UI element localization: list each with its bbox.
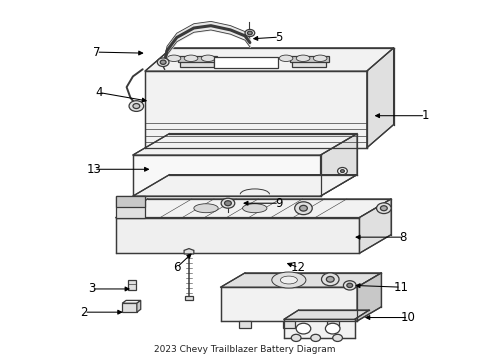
Circle shape (325, 323, 340, 334)
Polygon shape (220, 287, 357, 321)
Circle shape (311, 334, 320, 342)
Text: 11: 11 (393, 281, 408, 294)
Ellipse shape (296, 55, 310, 62)
Bar (185, 296, 194, 300)
Polygon shape (116, 217, 360, 253)
Polygon shape (367, 48, 393, 148)
Circle shape (157, 58, 169, 67)
Polygon shape (122, 303, 137, 312)
Circle shape (343, 281, 356, 290)
Text: 8: 8 (400, 231, 407, 244)
Polygon shape (360, 199, 391, 253)
Ellipse shape (167, 55, 181, 62)
Bar (178, 56, 217, 62)
Polygon shape (284, 310, 369, 319)
Ellipse shape (243, 204, 267, 213)
Bar (292, 59, 326, 67)
Circle shape (247, 31, 252, 35)
Bar (283, 321, 294, 328)
Circle shape (160, 60, 166, 64)
Circle shape (376, 203, 391, 213)
Text: 4: 4 (95, 86, 102, 99)
Ellipse shape (279, 55, 293, 62)
Text: 1: 1 (421, 109, 429, 122)
Polygon shape (116, 196, 145, 217)
Circle shape (133, 104, 140, 109)
Polygon shape (357, 273, 381, 321)
Bar (290, 56, 329, 62)
Text: 3: 3 (88, 283, 95, 296)
Ellipse shape (194, 204, 218, 213)
Circle shape (341, 170, 344, 172)
Polygon shape (284, 319, 355, 338)
Ellipse shape (184, 55, 198, 62)
Ellipse shape (313, 55, 327, 62)
Polygon shape (145, 71, 367, 148)
Text: 7: 7 (93, 46, 100, 59)
Polygon shape (116, 196, 145, 207)
Circle shape (333, 334, 343, 342)
Polygon shape (133, 175, 357, 196)
Ellipse shape (201, 55, 215, 62)
Polygon shape (320, 134, 357, 196)
Bar (214, 57, 278, 68)
Bar (327, 321, 339, 328)
Circle shape (129, 101, 144, 111)
Polygon shape (133, 134, 357, 155)
Circle shape (338, 167, 347, 175)
Bar (180, 59, 214, 67)
Text: 12: 12 (291, 261, 306, 274)
Polygon shape (116, 199, 391, 217)
Bar (128, 280, 136, 290)
Polygon shape (145, 48, 393, 71)
Text: 2: 2 (80, 306, 88, 319)
Circle shape (347, 283, 353, 288)
Circle shape (326, 276, 334, 282)
Circle shape (296, 323, 311, 334)
Circle shape (321, 273, 339, 286)
Circle shape (299, 205, 307, 211)
Circle shape (380, 206, 387, 211)
Circle shape (221, 198, 235, 208)
Polygon shape (122, 300, 141, 303)
Polygon shape (184, 249, 194, 254)
Text: 9: 9 (275, 197, 283, 210)
Circle shape (294, 202, 312, 215)
Ellipse shape (280, 276, 297, 284)
Bar (239, 321, 251, 328)
Ellipse shape (272, 272, 306, 288)
Polygon shape (137, 300, 141, 312)
Text: 10: 10 (401, 311, 416, 324)
Text: 13: 13 (87, 163, 101, 176)
Polygon shape (220, 273, 381, 287)
Polygon shape (133, 155, 320, 196)
Circle shape (291, 334, 301, 342)
Circle shape (245, 30, 255, 37)
Text: 2023 Chevy Trailblazer Battery Diagram: 2023 Chevy Trailblazer Battery Diagram (154, 345, 336, 354)
Text: 6: 6 (173, 261, 180, 274)
Text: 5: 5 (275, 31, 283, 44)
Circle shape (224, 201, 231, 206)
